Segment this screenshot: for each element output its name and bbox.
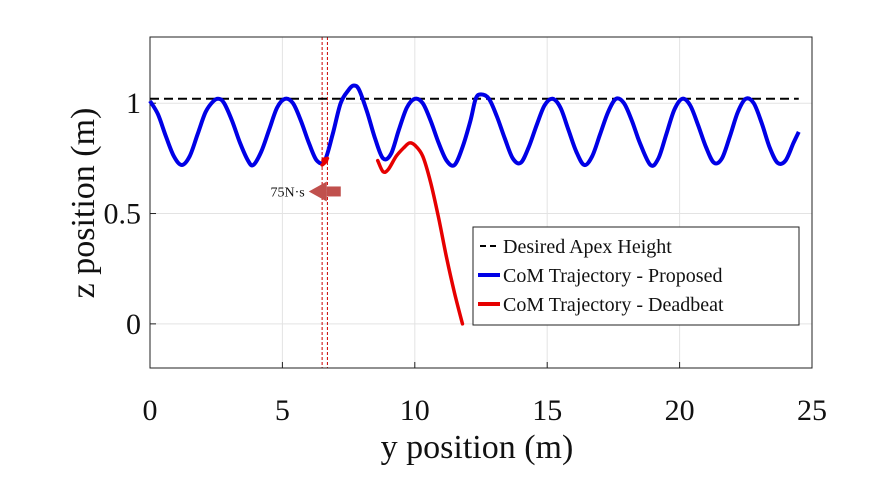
x-tick-label-3: 15: [532, 394, 562, 427]
legend-box: [472, 226, 800, 326]
y-tick-label-1: 0.5: [104, 198, 142, 231]
y-axis-label: z position (m): [65, 108, 102, 299]
x-tick-label-5: 25: [797, 394, 827, 427]
y-tick-label-2: 1: [126, 87, 141, 120]
impulse-annotation-label: 75N·s: [271, 185, 305, 200]
legend-entry-desired: Desired Apex Height: [503, 236, 672, 258]
push-point-marker: [321, 157, 329, 165]
series-com-proposed: [148, 83, 801, 168]
impulse-arrow-head: [308, 181, 327, 202]
legend-entry-deadbeat: CoM Trajectory - Deadbeat: [503, 294, 724, 316]
plot-area: 75N·s: [148, 36, 813, 369]
axes-frame: [149, 36, 813, 369]
x-axis-label: y position (m): [381, 429, 574, 466]
y-tick-labels: 00.51: [104, 87, 142, 341]
legend: Desired Apex Height CoM Trajectory - Pro…: [472, 226, 800, 326]
x-tick-label-4: 20: [665, 394, 695, 427]
x-tick-label-1: 5: [275, 394, 290, 427]
x-tick-labels: 0 5 10 15 20 25: [143, 394, 828, 427]
x-tick-label-2: 10: [400, 394, 430, 427]
series-com-deadbeat-part-2: [375, 141, 465, 326]
x-tick-label-0: 0: [143, 394, 158, 427]
impulse-arrow-shaft: [326, 186, 341, 197]
y-tick-label-0: 0: [126, 308, 141, 341]
legend-entry-proposed: CoM Trajectory - Proposed: [503, 265, 722, 287]
